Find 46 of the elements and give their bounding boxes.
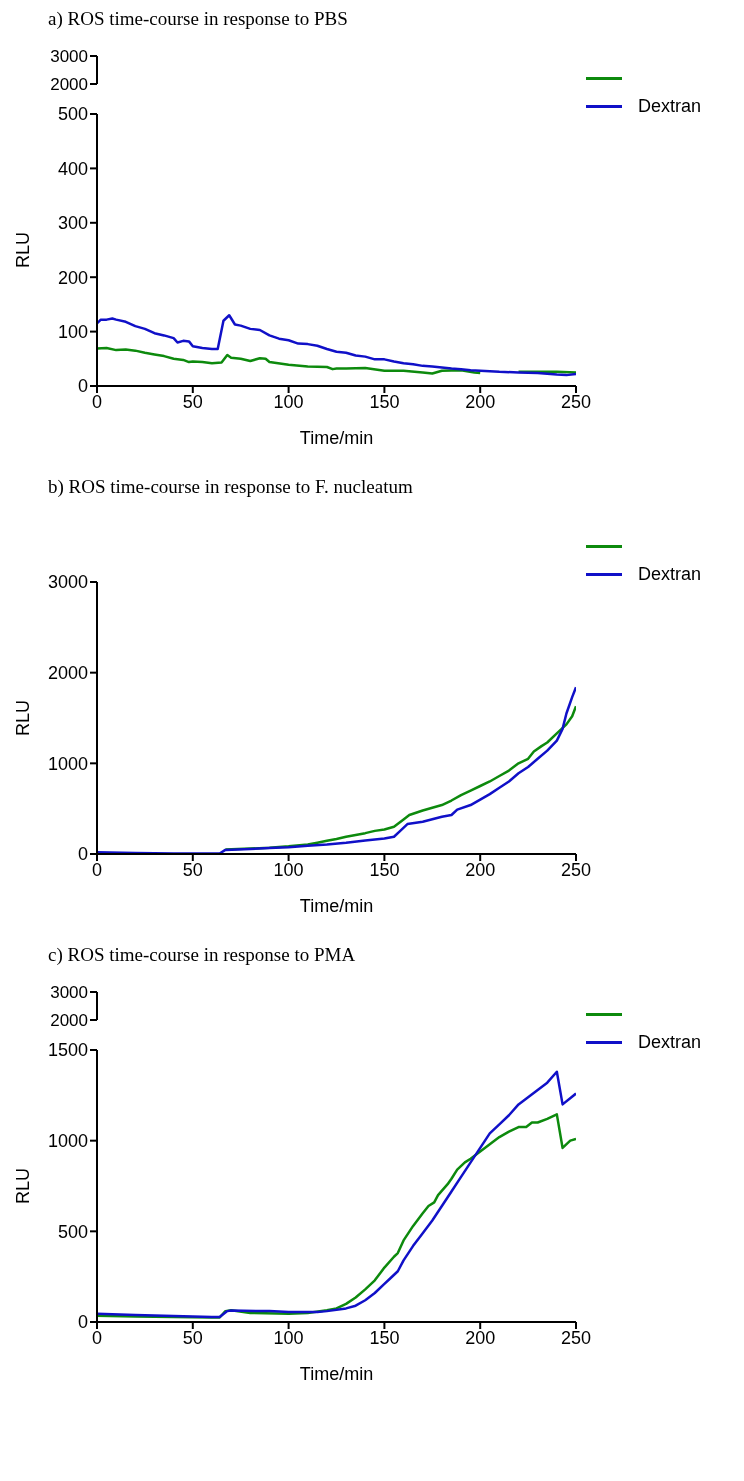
- x-tick-label: 150: [369, 1327, 400, 1348]
- x-axis-title: Time/min: [299, 896, 374, 916]
- x-tick-label: 0: [91, 391, 103, 412]
- x-tick-label: 100: [273, 859, 304, 880]
- chart-title: b) ROS time-course in response to F. nucleatum: [47, 476, 414, 499]
- x-tick-label: 200: [465, 1327, 496, 1348]
- x-tick-label: 150: [369, 859, 400, 880]
- x-tick-label: 200: [465, 391, 496, 412]
- x-tick-label: 100: [273, 391, 304, 412]
- y-tick-label: 300: [57, 213, 88, 234]
- x-tick-label: 150: [369, 391, 400, 412]
- y-tick-label: 400: [57, 158, 88, 179]
- x-tick-label: 250: [560, 1327, 592, 1348]
- x-tick-label: 250: [560, 391, 592, 412]
- y-tick-label: 500: [57, 1221, 88, 1242]
- line-series: [97, 1070, 576, 1319]
- chart-title: a) ROS time-course in response to PBS: [47, 8, 349, 31]
- y-tick-label: 0: [77, 376, 88, 397]
- y-tick-label: 2000: [47, 663, 88, 684]
- line-series: [97, 314, 576, 377]
- y-axis-title: RLU: [13, 699, 34, 737]
- x-tick-label: 250: [560, 859, 592, 880]
- y-axis-title: RLU: [13, 231, 34, 269]
- x-tick-label: 100: [273, 1327, 304, 1348]
- chart-title: c) ROS time-course in response to PMA: [47, 944, 357, 967]
- y-tick-label: 0: [77, 1312, 88, 1333]
- x-tick-label: 50: [182, 391, 203, 412]
- x-tick-label: 200: [465, 859, 496, 880]
- x-axis-title: Time/min: [299, 1364, 374, 1384]
- y-tick-label: 1500: [47, 1040, 88, 1061]
- x-axis-title: Time/min: [299, 428, 374, 448]
- legend-label: Dextran: [638, 563, 702, 585]
- x-tick-label: 0: [91, 1327, 103, 1348]
- y-tick-label: 0: [77, 844, 88, 865]
- y-tick-label: 1000: [47, 753, 88, 774]
- x-tick-label: 50: [182, 859, 203, 880]
- y-tick-label: 200: [57, 267, 88, 288]
- y-tick-label: 3000: [47, 572, 88, 593]
- y-axis-title: RLU: [13, 1167, 34, 1205]
- legend-label: Dextran: [638, 95, 702, 117]
- y-tick-label: 500: [57, 104, 88, 125]
- legend-label: Dextran: [638, 1031, 702, 1053]
- y-tick-label: 1000: [47, 1131, 88, 1152]
- y-tick-label: 100: [57, 321, 88, 342]
- x-tick-label: 50: [182, 1327, 203, 1348]
- x-tick-label: 0: [91, 859, 103, 880]
